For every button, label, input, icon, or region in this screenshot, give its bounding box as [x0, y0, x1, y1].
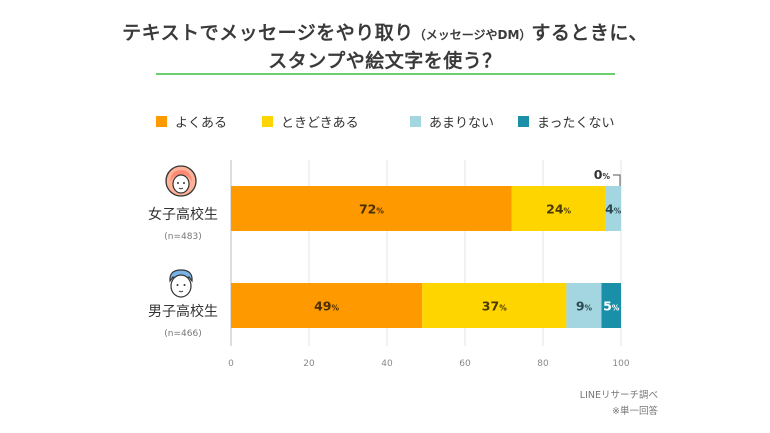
bar-segment — [231, 283, 423, 328]
legend-label-often: よくある — [175, 116, 228, 131]
x-tick-label: 20 — [303, 359, 315, 369]
title-note: （メッセージやDM） — [413, 28, 532, 42]
data-label: 37% — [482, 299, 507, 314]
data-label: 49% — [314, 299, 339, 314]
data-label: 24% — [546, 202, 571, 217]
title-main: テキストでメッセージをやり取り — [122, 22, 414, 44]
row-label-boys: 男子高校生 (n=466) — [128, 301, 238, 339]
data-label: 5% — [603, 299, 620, 314]
legend-label-rarely: あまりない — [429, 116, 495, 131]
x-tick-label: 80 — [537, 359, 549, 369]
legend-swatch-sometimes — [262, 116, 273, 127]
title-end: するときに、 — [531, 22, 648, 44]
girl-face-icon — [165, 165, 197, 197]
legend-label-never: まったくない — [537, 116, 615, 131]
legend-item-never: まったくない — [518, 112, 614, 131]
answer-note: ※単一回答 — [612, 406, 658, 417]
x-tick-label: 0 — [228, 359, 234, 369]
legend-swatch-rarely — [410, 116, 421, 127]
legend-swatch-never — [518, 116, 529, 127]
bar-segment — [422, 283, 567, 328]
boy-face-icon — [169, 269, 193, 298]
chart-title-line-2: スタンプや絵文字を使う？ — [268, 50, 502, 72]
bar-segment — [601, 283, 621, 328]
row-sample-size-girls: (n=483) — [164, 232, 202, 242]
legend-swatch-often — [156, 116, 167, 127]
legend-item-sometimes: ときどきある — [262, 112, 359, 131]
row-name-boys: 男子高校生 — [148, 304, 218, 320]
bar-segment — [231, 186, 512, 231]
row-label-girls: 女子高校生 (n=483) — [128, 204, 238, 242]
row-name-girls: 女子高校生 — [148, 207, 218, 223]
data-label: 72% — [359, 202, 384, 217]
callout-line — [613, 174, 621, 186]
data-label: 4% — [605, 202, 622, 217]
legend-item-often: よくある — [156, 112, 227, 131]
data-label: 9% — [576, 299, 593, 314]
legend-label-sometimes: ときどきある — [281, 116, 359, 131]
bar-segment — [605, 186, 621, 231]
chart-title-line-1: テキストでメッセージをやり取り（メッセージやDM）するときに、 — [0, 18, 770, 45]
row-sample-size-boys: (n=466) — [164, 329, 202, 339]
x-tick-label: 40 — [381, 359, 393, 369]
title-underline — [156, 73, 615, 75]
bar-segment — [511, 186, 606, 231]
bar-segment — [566, 283, 602, 328]
x-tick-label: 60 — [459, 359, 471, 369]
legend-item-rarely: あまりない — [410, 112, 494, 131]
source-note: LINEリサーチ調べ — [579, 390, 658, 401]
x-tick-label: 100 — [612, 359, 629, 369]
data-label: 0% — [594, 167, 611, 182]
